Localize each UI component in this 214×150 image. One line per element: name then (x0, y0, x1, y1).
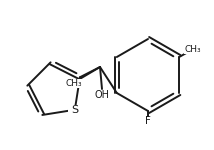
FancyBboxPatch shape (143, 117, 153, 126)
Text: OH: OH (95, 90, 110, 100)
FancyBboxPatch shape (184, 45, 202, 54)
FancyBboxPatch shape (65, 78, 83, 87)
Text: S: S (71, 105, 78, 115)
Text: CH₃: CH₃ (185, 45, 202, 54)
FancyBboxPatch shape (95, 90, 109, 99)
Text: F: F (145, 116, 151, 126)
FancyBboxPatch shape (68, 105, 81, 115)
Text: CH₃: CH₃ (66, 78, 82, 87)
